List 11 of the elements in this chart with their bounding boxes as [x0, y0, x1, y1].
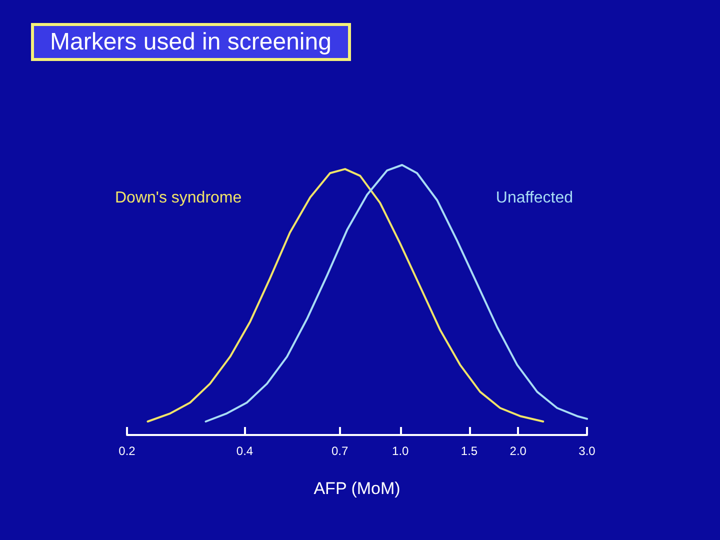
text: Down's syndrome: [115, 190, 242, 206]
x-tick-label: 2.0: [510, 444, 527, 458]
x-tick-label: 1.5: [460, 444, 478, 458]
chart-title: Markers used in screening: [50, 28, 332, 56]
x-axis-title: AFP (MoM): [314, 479, 400, 498]
x-tick-label: 3.0: [578, 444, 596, 458]
text: Unaffected: [496, 190, 573, 206]
x-tick-label: 0.4: [236, 444, 254, 458]
x-tick-label: 0.2: [118, 444, 136, 458]
x-tick-label: 1.0: [392, 444, 410, 458]
x-tick-label: 0.7: [331, 444, 348, 458]
